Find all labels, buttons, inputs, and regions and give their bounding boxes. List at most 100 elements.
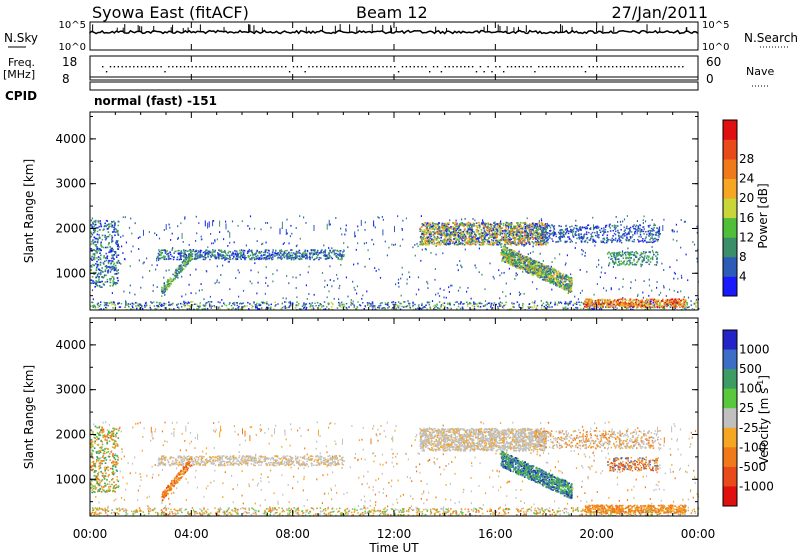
radar-cell: [525, 222, 527, 225]
radar-cell: [304, 250, 307, 252]
radar-cell: [308, 252, 311, 254]
radar-cell: [111, 240, 114, 242]
radar-cell: [630, 287, 632, 289]
radar-cell: [401, 229, 403, 231]
radar-cell: [471, 232, 473, 239]
radar-cell: [235, 254, 238, 256]
radar-cell: [454, 224, 457, 227]
radar-cell: [263, 257, 265, 259]
freq-dot: [261, 66, 263, 68]
radar-cell: [530, 228, 532, 231]
radar-cell: [336, 249, 338, 252]
radar-cell: [183, 260, 185, 262]
radar-cell: [429, 229, 431, 231]
radar-cell: [416, 242, 418, 245]
radar-cell: [364, 229, 366, 231]
radar-cell: [97, 258, 100, 261]
radar-cell: [179, 258, 182, 260]
radar-cell: [245, 244, 247, 247]
radar-cell: [498, 225, 500, 227]
radar-cell: [157, 252, 160, 255]
radar-cell: [518, 305, 520, 307]
radar-cell: [547, 303, 549, 306]
radar-cell: [176, 270, 178, 272]
radar-cell: [204, 254, 206, 256]
radar-cell: [299, 257, 302, 259]
radar-cell: [503, 304, 505, 307]
radar-cell: [419, 307, 422, 310]
radar-cell: [259, 258, 261, 261]
radar-cell: [196, 257, 199, 259]
radar-cell: [307, 271, 309, 274]
radar-cell: [177, 268, 180, 270]
radar-cell: [141, 306, 143, 308]
radar-cell: [569, 291, 572, 293]
radar-cell: [240, 254, 243, 257]
radar-cell: [193, 308, 195, 311]
radar-cell: [612, 308, 615, 311]
radar-cell: [327, 257, 330, 260]
radar-cell: [432, 240, 435, 243]
radar-cell: [176, 273, 179, 275]
radar-cell: [116, 269, 118, 272]
radar-cell: [239, 249, 241, 252]
radar-cell: [430, 233, 433, 235]
freq-dot: [526, 66, 528, 68]
radar-cell: [564, 280, 566, 282]
radar-cell: [182, 241, 184, 243]
radar-cell: [625, 307, 628, 310]
radar-cell: [539, 238, 542, 241]
radar-cell: [630, 281, 632, 284]
radar-cell: [189, 305, 191, 308]
freq-dot: [405, 66, 408, 68]
radar-cell: [506, 257, 508, 259]
radar-cell: [328, 308, 330, 310]
radar-cell: [98, 272, 100, 275]
radar-cell: [480, 223, 482, 226]
radar-cell: [482, 239, 484, 242]
radar-cell: [421, 232, 424, 234]
radar-cell: [339, 250, 342, 252]
freq-dot: [226, 66, 228, 68]
radar-cell: [247, 256, 250, 259]
radar-cell: [313, 250, 316, 253]
radar-cell: [510, 226, 512, 228]
radar-cell: [106, 224, 109, 226]
radar-cell: [525, 236, 527, 238]
radar-cell: [236, 255, 238, 257]
radar-cell: [164, 307, 166, 309]
radar-cell: [96, 240, 99, 243]
radar-cell: [518, 263, 521, 266]
radar-cell: [340, 258, 343, 260]
radar-cell: [447, 302, 449, 305]
radar-cell: [466, 225, 469, 227]
radar-cell: [504, 229, 506, 232]
radar-cell: [242, 306, 244, 308]
radar-cell: [433, 236, 436, 238]
radar-cell: [545, 301, 548, 303]
radar-cell: [581, 248, 583, 251]
radar-cell: [649, 300, 651, 303]
radar-cell: [342, 255, 345, 258]
radar-cell: [177, 271, 180, 274]
radar-cell: [478, 224, 481, 226]
radar-cell: [399, 305, 401, 307]
radar-cell: [514, 278, 516, 280]
radar-cell: [184, 259, 186, 261]
radar-cell: [494, 242, 497, 245]
radar-cell: [450, 226, 452, 228]
radar-cell: [405, 217, 407, 220]
radar-cell: [523, 232, 526, 234]
radar-cell: [136, 305, 138, 307]
radar-cell: [586, 307, 589, 310]
radar-cell: [138, 308, 141, 310]
radar-cell: [239, 303, 241, 305]
radar-cell: [298, 252, 300, 254]
radar-cell: [324, 251, 326, 254]
radar-cell: [93, 229, 95, 231]
radar-cell: [261, 243, 263, 246]
radar-cell: [466, 301, 468, 303]
radar-cell: [688, 306, 690, 308]
radar-cell: [168, 301, 170, 303]
radar-cell: [187, 260, 190, 263]
